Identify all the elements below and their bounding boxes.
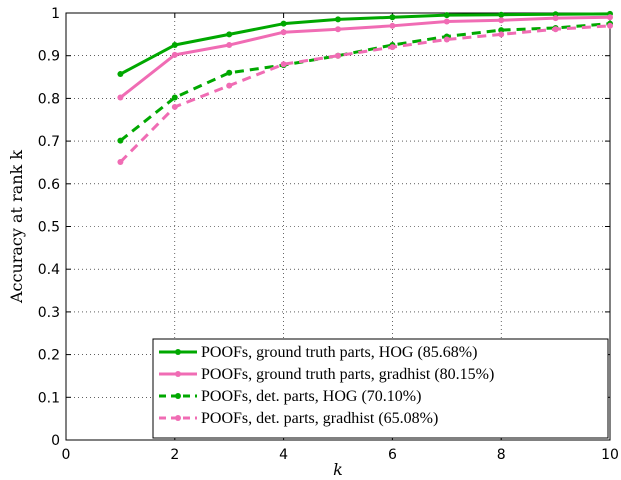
data-point (607, 14, 613, 21)
data-point (335, 26, 341, 33)
x-axis-label: k (333, 460, 343, 479)
x-tick-label: 6 (388, 447, 397, 463)
data-point (117, 71, 124, 78)
data-point (226, 82, 233, 89)
legend-label: POOFs, det. parts, HOG (70.10%) (201, 388, 421, 405)
y-axis-label: Accuracy at rank k (7, 150, 26, 304)
series-line (119, 24, 611, 164)
legend-box (152, 338, 609, 439)
data-point (552, 26, 559, 33)
series-1 (117, 10, 613, 78)
data-point (117, 94, 124, 101)
legend-swatch-marker (175, 393, 181, 399)
data-point (335, 16, 341, 23)
legend-item: POOFs, ground truth parts, HOG (85.68%) (159, 344, 477, 361)
data-point (389, 44, 396, 51)
y-tick-label: 1 (51, 6, 60, 22)
data-point (226, 42, 233, 49)
legend-label: POOFs, det. parts, gradhist (65.08%) (201, 410, 438, 427)
data-point (498, 27, 505, 34)
y-tick-label: 0.2 (38, 348, 60, 364)
series-line (119, 15, 611, 99)
x-tick-label: 4 (279, 447, 288, 463)
data-point (443, 18, 450, 25)
data-point (443, 12, 450, 19)
data-point (607, 22, 613, 29)
data-point (389, 22, 396, 29)
x-tick-label: 8 (497, 447, 506, 463)
data-point (117, 159, 124, 166)
data-point (171, 94, 178, 101)
y-tick-label: 0.4 (38, 262, 60, 278)
y-tick-label: 0.7 (38, 134, 60, 150)
y-tick-label: 0.9 (38, 49, 60, 65)
data-point (280, 61, 287, 68)
data-point (171, 51, 178, 58)
tick-labels: 0 2 4 6 8 10 0 0.1 0.2 0.3 0.4 0.5 0.6 0.7 0.8 0.9 1 (38, 6, 619, 463)
data-point (498, 31, 505, 38)
legend-swatch-marker (175, 415, 181, 421)
data-point (280, 20, 287, 27)
legend-item: POOFs, ground truth parts, gradhist (80.… (159, 366, 494, 383)
series-4 (117, 22, 613, 166)
series-layer (117, 10, 613, 166)
series-line (119, 12, 611, 76)
data-point (226, 69, 233, 76)
y-tick-label: 0.1 (38, 390, 60, 406)
data-point (280, 29, 287, 36)
data-point (171, 42, 178, 49)
y-tick-label: 0.5 (38, 220, 60, 236)
legend: POOFs, ground truth parts, HOG (85.68%) P… (152, 338, 609, 439)
y-tick-label: 0.3 (38, 305, 60, 321)
data-point (498, 17, 505, 24)
data-point (389, 14, 396, 21)
data-point (552, 15, 559, 22)
legend-swatch-marker (175, 349, 181, 355)
x-tick-label: 2 (170, 447, 179, 463)
data-point (335, 52, 341, 59)
data-point (171, 103, 178, 110)
y-tick-label: 0 (51, 433, 60, 449)
legend-label: POOFs, ground truth parts, gradhist (80.… (201, 366, 494, 383)
data-point (443, 36, 450, 43)
legend-label: POOFs, ground truth parts, HOG (85.68%) (201, 344, 477, 361)
series-2 (117, 14, 613, 101)
x-tick-label: 10 (601, 447, 619, 463)
legend-item: POOFs, det. parts, HOG (70.10%) (159, 388, 421, 405)
x-tick-label: 0 (62, 447, 71, 463)
legend-swatch-marker (175, 371, 181, 377)
data-point (117, 137, 124, 144)
data-point (498, 11, 505, 18)
legend-item: POOFs, det. parts, gradhist (65.08%) (159, 410, 438, 427)
y-tick-label: 0.8 (38, 91, 60, 107)
y-tick-label: 0.6 (38, 177, 60, 193)
data-point (226, 31, 233, 38)
